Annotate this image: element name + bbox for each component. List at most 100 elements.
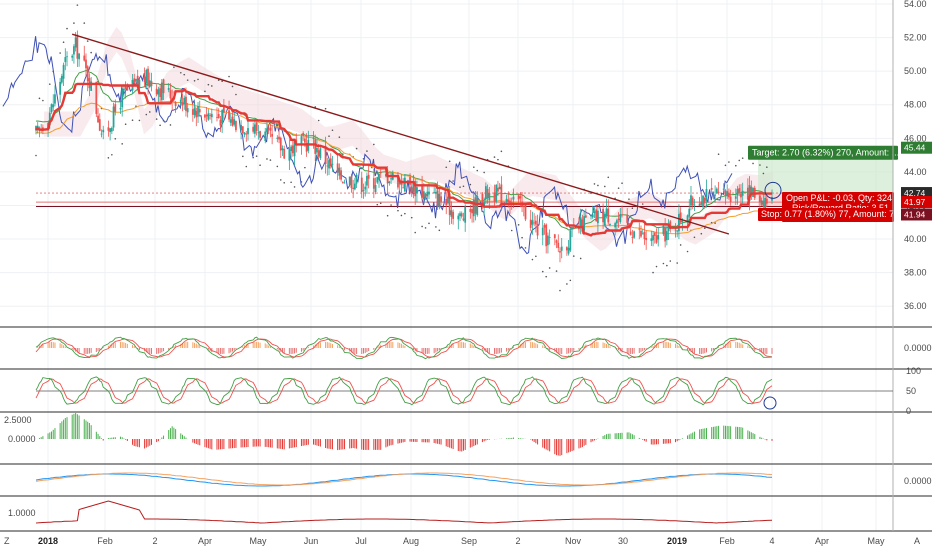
- psar-dot: [597, 184, 599, 187]
- candle-body: [534, 220, 537, 225]
- psar-dot: [531, 258, 534, 261]
- price-axis[interactable]: 54.0052.0050.0048.0046.0044.0042.0040.00…: [904, 0, 927, 311]
- candle-body: [662, 225, 665, 235]
- candle-body: [619, 213, 622, 223]
- candle-body: [231, 116, 234, 126]
- psar-dot: [38, 97, 41, 100]
- candle-body: [572, 227, 575, 229]
- psar-dot: [497, 158, 499, 161]
- psar-dot: [669, 260, 672, 262]
- candle-body: [74, 37, 77, 48]
- candle-body: [760, 200, 763, 205]
- candle-body: [712, 191, 715, 193]
- psar-dot: [662, 262, 665, 265]
- candle-body: [617, 218, 620, 220]
- candle-body: [267, 128, 270, 130]
- psar-dot: [728, 161, 730, 163]
- candle-body: [112, 106, 115, 128]
- psar-dot: [121, 143, 123, 145]
- psar-dot: [355, 147, 358, 150]
- psar-dot: [331, 129, 334, 132]
- candle-body: [495, 184, 498, 202]
- psar-dot: [555, 270, 558, 272]
- candle-body: [135, 78, 137, 82]
- toolbar-left: Z: [4, 536, 10, 546]
- candle-body: [386, 172, 389, 184]
- candle-body: [629, 231, 632, 235]
- psar-dot: [500, 150, 503, 153]
- candle-body: [110, 127, 113, 132]
- candle-body: [476, 196, 479, 215]
- candle-body: [397, 175, 399, 188]
- price-tag: 41.97: [904, 197, 926, 207]
- candle-body: [324, 145, 327, 164]
- candle-body: [500, 184, 503, 203]
- price-tick-label: 36.00: [904, 301, 927, 311]
- candle-body: [305, 143, 308, 152]
- time-axis[interactable]: 2018 Feb 2 Apr May Jun Jul Aug Sep 2 Nov 30 2019 Feb 4…: [4, 536, 920, 546]
- price-tag: 45.44: [904, 143, 926, 153]
- psar-dot: [703, 227, 706, 229]
- psar-dot: [66, 27, 68, 30]
- psar-dot: [245, 165, 248, 168]
- candle-body: [193, 108, 196, 115]
- candle-body: [633, 231, 636, 238]
- dmi-plus: [35, 473, 773, 487]
- candle-body: [390, 178, 392, 180]
- open-pl-label: Open P&L: -0.03, Qty: 324: [786, 193, 892, 203]
- candle-body: [331, 163, 334, 165]
- price-tick-label: 44.00: [904, 167, 927, 177]
- stoch-tick: 0: [906, 406, 911, 416]
- psar-dot: [62, 41, 65, 43]
- candle-body: [76, 34, 79, 59]
- psar-dot: [252, 156, 254, 159]
- candle-body: [205, 114, 208, 117]
- candle-body: [412, 182, 415, 192]
- candle-body: [229, 119, 232, 123]
- psar-dot: [155, 118, 158, 120]
- candle-body: [221, 110, 224, 124]
- candle-body: [207, 113, 210, 120]
- candle-body: [764, 197, 767, 209]
- candle-body: [119, 108, 122, 110]
- candle-body: [145, 70, 148, 84]
- candle-body: [676, 230, 679, 232]
- price-tick-label: 40.00: [904, 234, 927, 244]
- time-label: Nov: [565, 536, 582, 546]
- candle-body: [138, 79, 141, 88]
- candle-body: [352, 187, 355, 189]
- candle-body: [438, 193, 441, 208]
- candle-body: [705, 188, 708, 201]
- grid-layer: [0, 0, 893, 531]
- candle-body: [428, 191, 430, 195]
- psar-dot: [593, 183, 596, 185]
- candle-body: [426, 191, 429, 197]
- psar-dot: [483, 171, 485, 174]
- candle-body: [364, 186, 367, 190]
- candle-body: [590, 215, 592, 217]
- time-label: 30: [618, 536, 628, 546]
- candle-body: [329, 158, 332, 167]
- psar-dot: [135, 105, 137, 107]
- candle-body: [269, 127, 272, 131]
- position-labels[interactable]: Target: 2.70 (6.32%) 270, Amount: ... Ope…: [748, 145, 902, 223]
- candle-body: [507, 199, 510, 203]
- psar-dot: [35, 154, 37, 157]
- candle-body: [378, 173, 380, 180]
- candle-body: [183, 97, 186, 105]
- candle-body: [98, 119, 101, 131]
- psar-dot: [73, 22, 75, 24]
- candle-body: [664, 227, 667, 242]
- candle-body: [124, 86, 127, 90]
- psar-dot: [235, 93, 237, 96]
- candle-body: [126, 87, 129, 91]
- candle-body: [216, 116, 218, 118]
- candle-body: [752, 187, 754, 197]
- candle-body: [403, 177, 406, 192]
- candle-body: [240, 125, 243, 131]
- psar-dot: [524, 247, 527, 249]
- psar-dot: [338, 136, 341, 138]
- trendline[interactable]: [71, 33, 730, 235]
- psar-dot: [186, 79, 189, 81]
